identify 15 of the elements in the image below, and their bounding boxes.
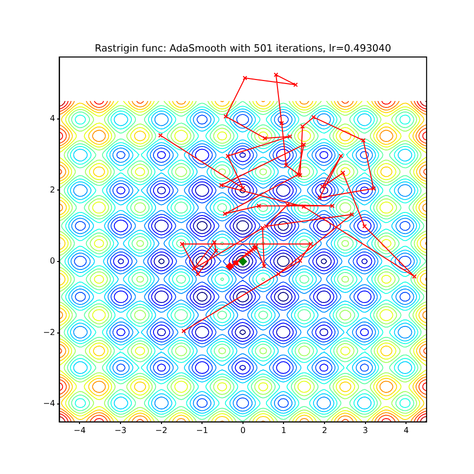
x-tick-label: 4 <box>404 425 409 436</box>
y-tick-label: 0 <box>50 256 56 266</box>
x-tick-label: −1 <box>196 425 208 436</box>
y-tick-label: 4 <box>50 113 56 124</box>
y-tick-label: −2 <box>43 326 56 337</box>
x-tick-label: 3 <box>362 425 368 436</box>
x-tick-label: 0 <box>240 425 246 436</box>
x-tick-label: 1 <box>281 425 286 436</box>
y-tick-label: 2 <box>50 184 56 194</box>
chart-title: Rastrigin func: AdaSmooth with 501 iterations, lr=0.493040 <box>94 44 392 55</box>
x-tick-label: −4 <box>74 425 86 436</box>
y-tick-label: −4 <box>43 398 56 408</box>
x-tick-label: −3 <box>114 425 127 436</box>
x-tick-label: 2 <box>322 425 328 436</box>
x-tick-label: −2 <box>155 425 168 436</box>
